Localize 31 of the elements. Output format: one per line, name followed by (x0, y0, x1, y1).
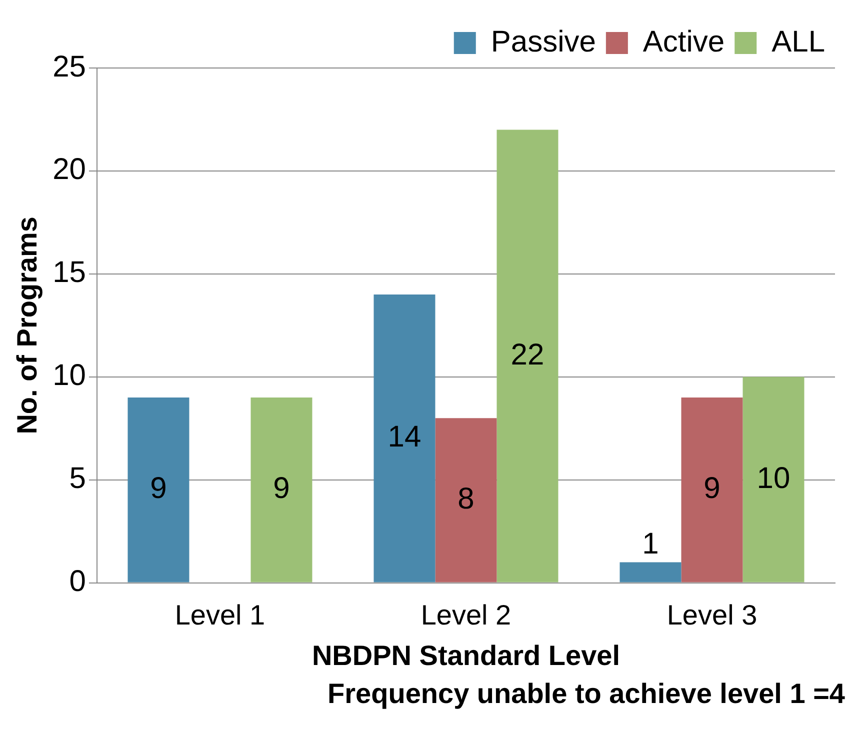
x-axis-title: NBDPN Standard Level (312, 640, 620, 671)
bar (128, 397, 190, 582)
data-label: 9 (273, 472, 290, 506)
legend-label: Active (642, 25, 725, 58)
bar (496, 130, 558, 582)
data-label: 9 (150, 472, 167, 506)
x-tick-label: Level 1 (174, 599, 266, 630)
legend-label: ALL (772, 25, 826, 58)
y-tick-label: 0 (69, 565, 86, 598)
bar (620, 562, 682, 582)
text: Frequency unable to achieve level 1 =4 (326, 678, 846, 710)
x-tick-label: Level 3 (666, 599, 758, 630)
data-label: 9 (704, 472, 720, 506)
y-tick-label: 20 (52, 153, 86, 186)
y-tick-label: 15 (52, 256, 86, 290)
x-tick-label: Level 2 (420, 599, 512, 630)
y-tick-label: 25 (52, 50, 86, 84)
bar (435, 418, 497, 582)
bar (681, 397, 743, 582)
data-label: 14 (388, 420, 422, 454)
y-tick-label: 5 (69, 462, 86, 496)
legend-label: Passive (490, 25, 596, 58)
data-label: 8 (458, 482, 474, 516)
y-tick-label: 10 (52, 359, 86, 392)
bar (742, 376, 804, 582)
data-label: 1 (642, 527, 659, 560)
data-label: 10 (756, 462, 790, 495)
y-axis-title: No. of Programs (12, 216, 43, 434)
bar (250, 397, 312, 582)
data-label: 22 (510, 338, 544, 372)
bar (374, 294, 436, 582)
